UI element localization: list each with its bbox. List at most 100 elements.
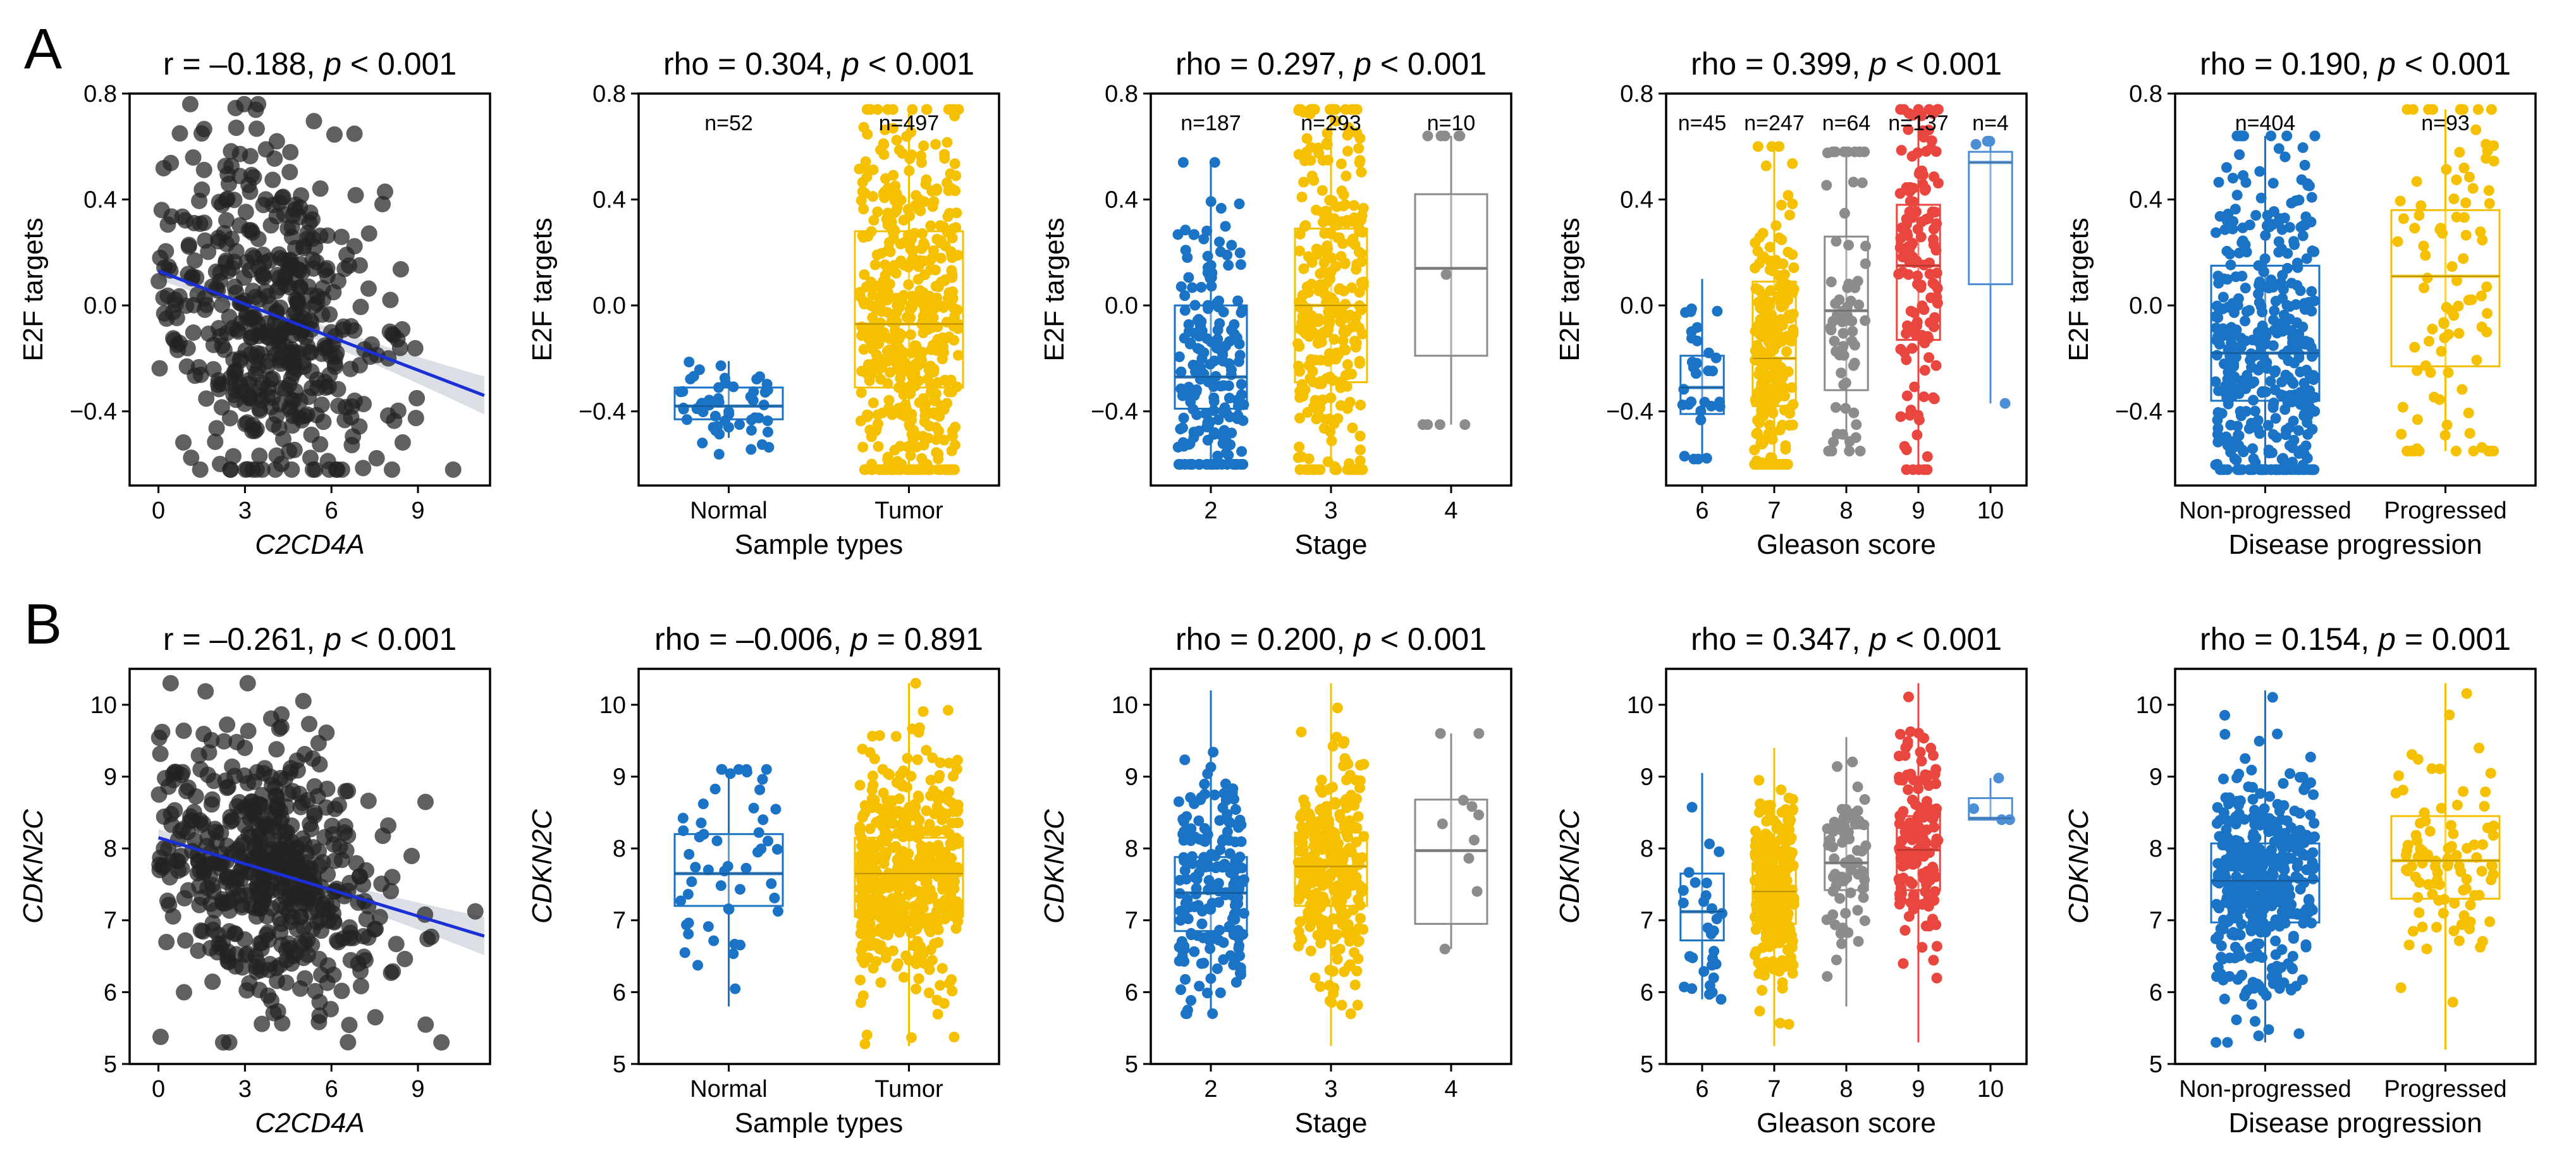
jitter-point	[1354, 133, 1366, 144]
jitter-point	[885, 908, 896, 920]
jitter-point	[1829, 335, 1840, 346]
y-tick-label: 6	[1125, 979, 1138, 1006]
jitter-point	[939, 914, 950, 925]
jitter-point	[1187, 858, 1198, 869]
jitter-point	[1295, 932, 1306, 943]
jitter-point	[1764, 419, 1776, 431]
jitter-point	[1932, 178, 1944, 189]
jitter-point	[939, 275, 950, 286]
jitter-point	[1767, 407, 1779, 419]
jitter-point	[1334, 943, 1346, 955]
title-p-italic: p	[840, 46, 859, 82]
jitter-point	[923, 464, 935, 475]
scatter-point	[227, 958, 244, 975]
x-tick-label: 8	[1839, 1076, 1853, 1103]
jitter-point	[1344, 769, 1356, 781]
jitter-point	[1781, 405, 1792, 416]
jitter-point	[1754, 1005, 1765, 1017]
jitter-point	[2222, 464, 2233, 475]
jitter-point	[2219, 224, 2231, 235]
jitter-point	[1294, 464, 1306, 475]
jitter-point	[917, 888, 928, 900]
jitter-point	[885, 919, 896, 930]
jitter-point	[1830, 401, 1841, 413]
jitter-point	[1774, 232, 1785, 243]
x-tick-label: Progressed	[2384, 498, 2506, 524]
regression-line	[157, 836, 485, 938]
scatter-point	[245, 283, 262, 300]
jitter-point	[902, 752, 913, 764]
count-label: n=93	[2421, 111, 2470, 135]
jitter-point	[675, 895, 686, 907]
jitter-point	[1212, 343, 1224, 354]
jitter-point	[913, 792, 924, 804]
jitter-point	[2227, 223, 2238, 235]
jitter-point	[2305, 216, 2317, 228]
scatter-point	[355, 460, 372, 477]
scatter-point	[247, 101, 264, 118]
jitter-point	[1356, 277, 1367, 288]
jitter-point	[1344, 959, 1356, 970]
jitter-point	[867, 731, 878, 742]
jitter-point	[1335, 158, 1347, 169]
jitter-point	[1844, 436, 1855, 447]
scatter-point	[237, 946, 254, 963]
title-p-italic: p	[1868, 621, 1887, 657]
jitter-point	[2230, 271, 2242, 283]
jitter-point	[1294, 245, 1305, 257]
jitter-point	[857, 230, 868, 241]
jitter-point	[1923, 920, 1935, 932]
jitter-point	[2253, 260, 2264, 271]
jitter-point	[1769, 368, 1781, 379]
scatter-point	[352, 298, 369, 315]
jitter-point	[1342, 130, 1353, 141]
y-tick-label: 9	[1125, 764, 1138, 790]
jitter-point	[859, 464, 870, 475]
jitter-point	[1931, 972, 1942, 984]
scatter-point	[360, 792, 377, 809]
y-tick-label: 7	[1125, 908, 1138, 934]
jitter-point	[1174, 351, 1185, 362]
jitter-point	[948, 302, 959, 314]
jitter-point	[1758, 436, 1769, 448]
y-tick-label: 10	[90, 692, 117, 719]
jitter-point	[2446, 261, 2458, 272]
jitter-point	[2451, 174, 2462, 185]
jitter-point	[2269, 367, 2281, 378]
jitter-point	[1905, 850, 1917, 862]
jitter-point	[935, 300, 947, 312]
y-tick-label: 8	[104, 836, 117, 862]
jitter-point	[913, 973, 924, 984]
jitter-point	[1189, 946, 1200, 957]
jitter-point	[1328, 982, 1340, 994]
scatter-point	[179, 339, 196, 357]
scatter-point	[360, 225, 377, 242]
jitter-point	[933, 898, 944, 910]
jitter-point	[1223, 260, 1234, 271]
count-label: n=45	[1678, 111, 1727, 135]
jitter-point	[1714, 846, 1725, 857]
jitter-point	[933, 448, 944, 460]
box-group-10	[1968, 773, 2015, 826]
jitter-point	[1753, 906, 1765, 917]
jitter-point	[917, 857, 929, 868]
scatter-point	[221, 893, 238, 910]
jitter-point	[858, 344, 869, 355]
jitter-point	[1787, 419, 1798, 431]
jitter-point	[1354, 444, 1366, 456]
jitter-point	[1913, 104, 1924, 115]
jitter-point	[1185, 791, 1196, 803]
jitter-point	[711, 835, 723, 846]
scatter-point	[363, 336, 380, 353]
jitter-point	[1849, 339, 1860, 351]
jitter-point	[1202, 250, 1213, 262]
jitter-point	[1774, 874, 1785, 886]
jitter-point	[865, 276, 876, 288]
jitter-point	[881, 345, 893, 357]
jitter-point	[1899, 925, 1911, 936]
jitter-point	[1923, 352, 1935, 364]
jitter-point	[1836, 938, 1848, 950]
jitter-point	[1205, 973, 1217, 984]
